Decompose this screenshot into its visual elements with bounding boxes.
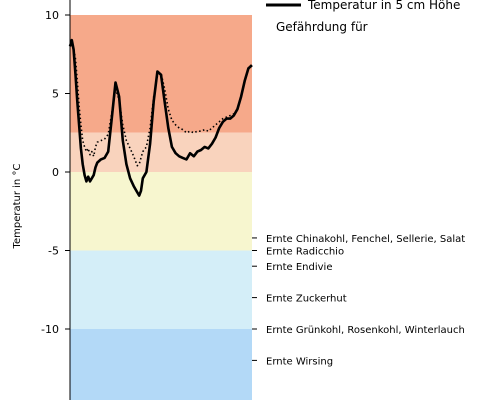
annotation-label-3: Ernte Zuckerhut xyxy=(266,294,347,305)
band-3 xyxy=(70,250,252,329)
series-line-dotted xyxy=(69,42,253,167)
y-tick-label-0: 10 xyxy=(45,9,59,22)
annotation-layer: Ernte Chinakohl, Fenchel, Sellerie, Sala… xyxy=(252,234,465,367)
y-tick-label-3: -5 xyxy=(48,245,59,258)
hazard-bands xyxy=(70,15,252,400)
y-axis-label: Temperatur in °C xyxy=(12,164,23,250)
y-tick-label-2: 0 xyxy=(52,166,59,179)
band-2 xyxy=(70,172,252,251)
band-1 xyxy=(70,132,252,172)
y-tick-label-4: -10 xyxy=(41,323,59,336)
annotation-label-0: Ernte Chinakohl, Fenchel, Sellerie, Sala… xyxy=(266,234,465,245)
annotation-label-4: Ernte Grünkohl, Rosenkohl, Winterlauch xyxy=(266,325,465,336)
annotation-label-5: Ernte Wirsing xyxy=(266,356,333,367)
legend-series-label: Temperatur in 5 cm Höhe xyxy=(307,0,460,12)
band-4 xyxy=(70,329,252,400)
legend-zones-heading: Gefährdung für xyxy=(276,20,368,34)
annotation-label-2: Ernte Endivie xyxy=(266,262,332,273)
y-tick-label-1: 5 xyxy=(52,88,59,101)
series-line-solid xyxy=(68,38,253,197)
annotation-label-1: Ernte Radicchio xyxy=(266,247,344,258)
series-layer xyxy=(68,38,253,197)
